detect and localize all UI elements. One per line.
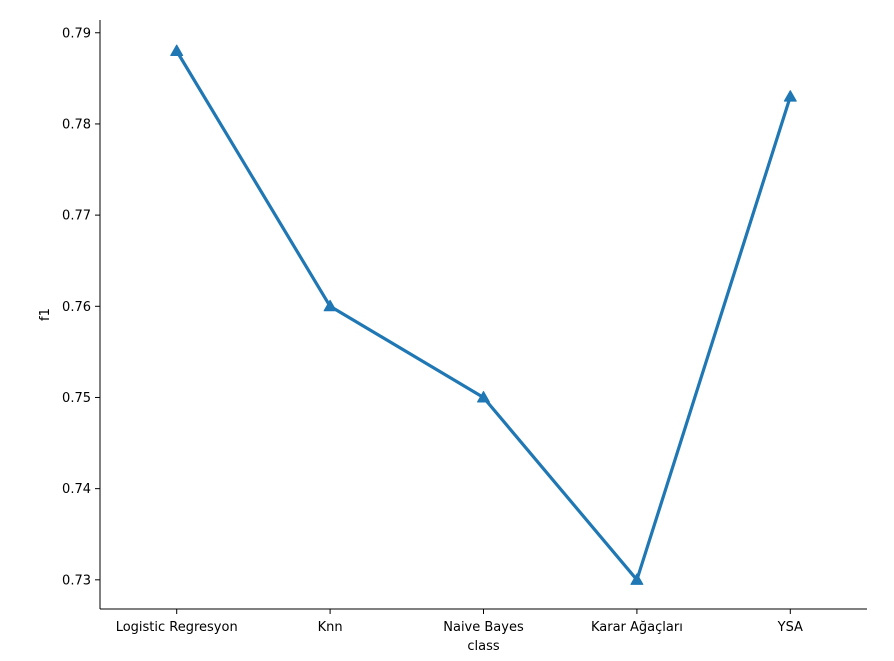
y-tick-label: 0.78 — [62, 117, 91, 132]
y-tick-label: 0.74 — [62, 482, 91, 497]
data-point-marker — [170, 44, 184, 56]
data-point-marker — [630, 573, 644, 585]
data-point-marker — [783, 90, 797, 102]
series-line — [175, 49, 792, 582]
x-tick-label: YSA — [777, 620, 803, 635]
x-tick-label: Logistic Regresyon — [116, 620, 238, 635]
y-axis-title: f1 — [38, 308, 53, 321]
x-tick-label: Naive Bayes — [443, 620, 524, 635]
y-tick-label: 0.76 — [62, 300, 91, 315]
series-layer — [170, 44, 797, 585]
axes: 0.73 0.74 0.75 0.76 0.77 0.78 0.79 Logistic Re… — [62, 20, 867, 635]
x-tick-label: Knn — [318, 620, 343, 635]
y-tick-label: 0.75 — [62, 391, 91, 406]
y-tick-label: 0.79 — [62, 26, 91, 41]
x-tick-label: Karar Ağaçları — [591, 620, 683, 635]
y-tick-label: 0.77 — [62, 209, 91, 224]
data-point-marker — [477, 390, 490, 403]
data-point-marker — [323, 299, 337, 312]
y-ticks: 0.73 0.74 0.75 0.76 0.77 0.78 0.79 — [62, 26, 100, 588]
y-tick-label: 0.73 — [62, 573, 91, 588]
x-ticks: Logistic Regresyon Knn Naive Bayes Karar Ağ… — [116, 609, 803, 635]
x-axis-title: class — [467, 639, 499, 654]
